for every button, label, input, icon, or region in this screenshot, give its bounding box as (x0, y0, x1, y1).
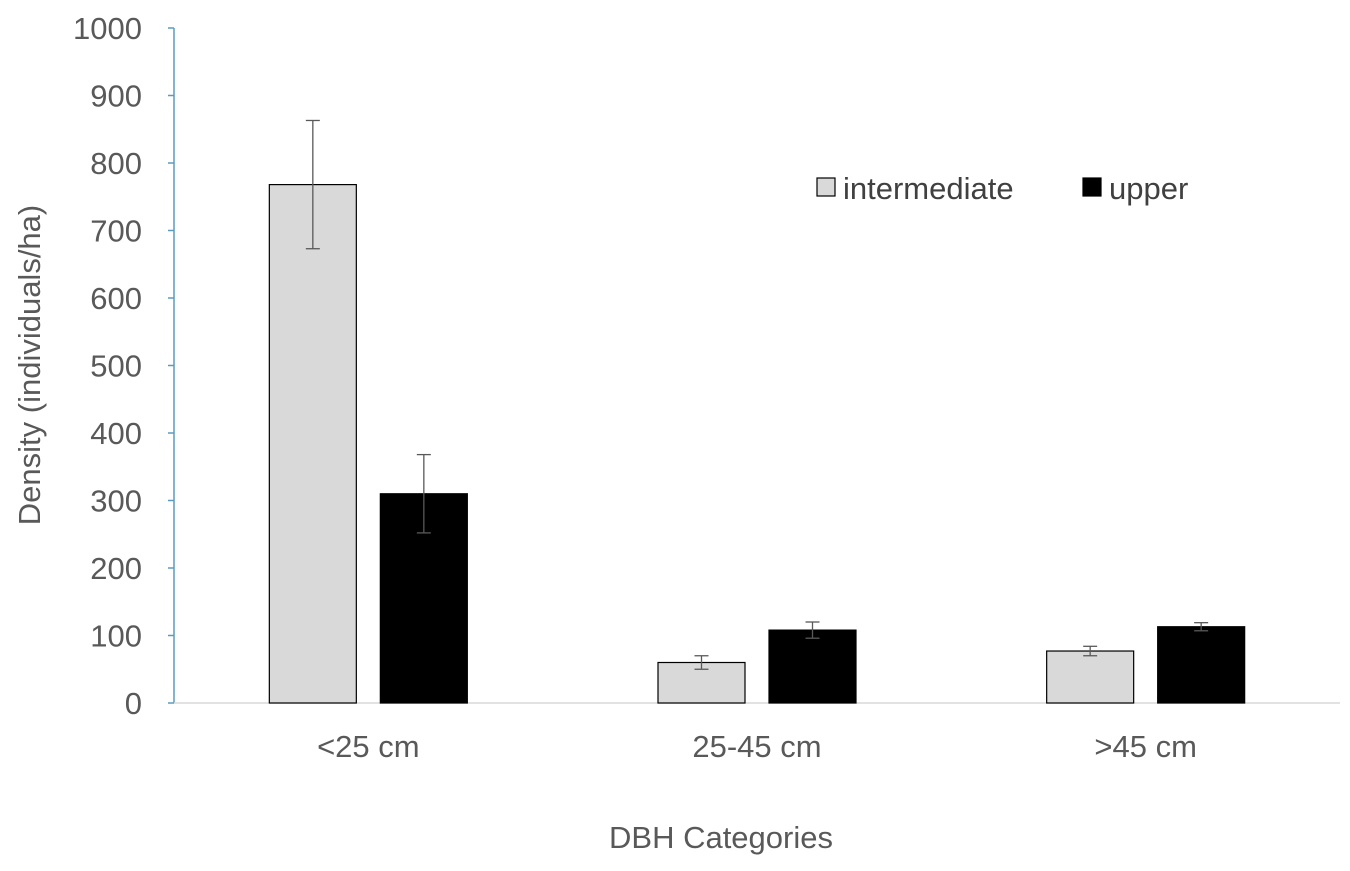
y-axis-title: Density (individuals/ha) (12, 205, 47, 525)
bar-intermediate (1046, 650, 1135, 704)
y-tick-label: 200 (90, 551, 142, 586)
legend-label-upper: upper (1109, 171, 1188, 206)
legend-swatch-upper (1082, 177, 1102, 197)
bar-upper (768, 629, 857, 704)
x-tick-label: <25 cm (317, 729, 420, 764)
legend-swatch-intermediate (816, 177, 836, 197)
y-tick-label: 800 (90, 146, 142, 181)
bar-upper (1157, 626, 1246, 704)
y-tick-label: 400 (90, 416, 142, 451)
legend: intermediate upper (816, 171, 1188, 206)
bar-intermediate (268, 184, 357, 704)
y-tick-label: 0 (125, 686, 142, 721)
x-tick-label: >45 cm (1094, 729, 1197, 764)
y-tick-label: 300 (90, 484, 142, 519)
bar-intermediate (657, 661, 746, 704)
y-tick-label: 500 (90, 349, 142, 384)
y-tick-label: 100 (90, 619, 142, 654)
x-axis-title: DBH Categories (609, 820, 833, 855)
y-axis: 0 100 200 300 400 500 600 700 800 900 1000 (73, 11, 175, 721)
x-axis: <25 cm 25-45 cm >45 cm (174, 702, 1340, 764)
y-tick-label: 600 (90, 281, 142, 316)
y-tick-label: 900 (90, 79, 142, 114)
x-tick-label: 25-45 cm (692, 729, 821, 764)
legend-label-intermediate: intermediate (843, 171, 1014, 206)
y-tick-label: 1000 (73, 11, 142, 46)
y-tick-label: 700 (90, 214, 142, 249)
error-bars (305, 119, 1209, 670)
bars (268, 184, 1246, 704)
